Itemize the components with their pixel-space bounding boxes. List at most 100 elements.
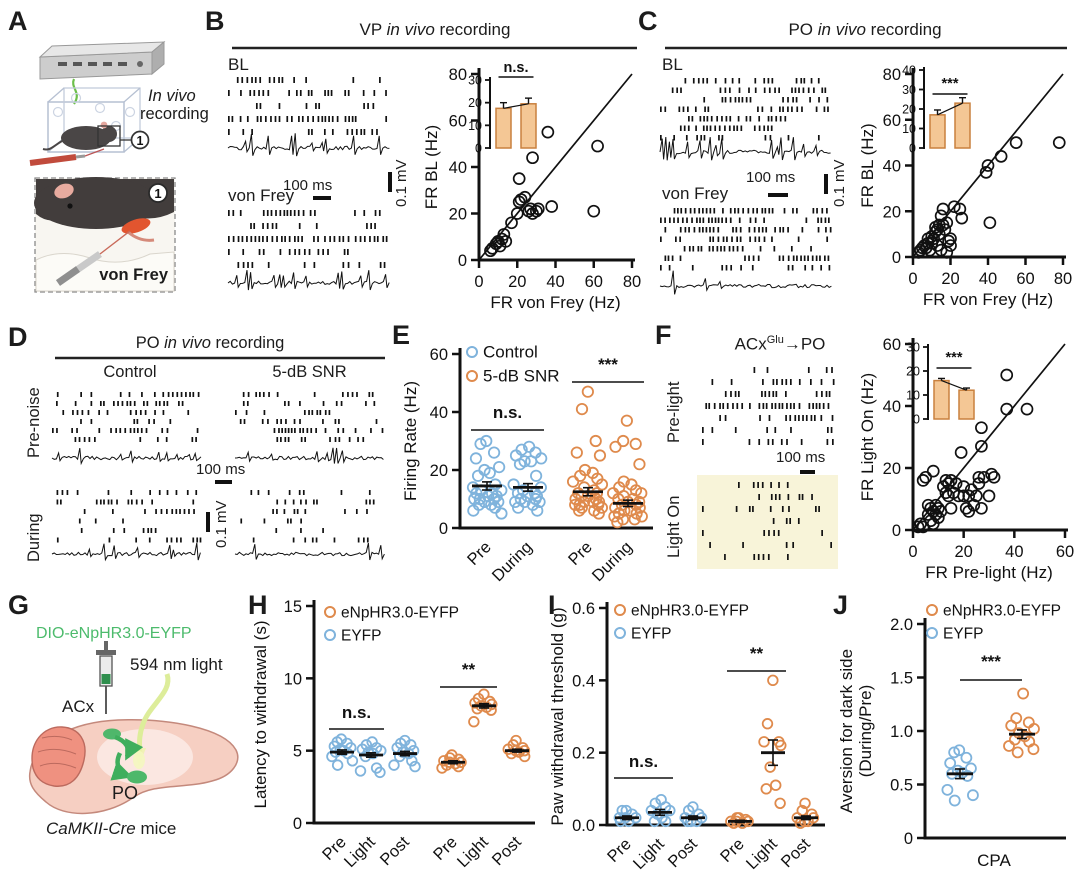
dotsE-group-2 — [566, 385, 609, 520]
data-point — [611, 516, 624, 529]
data-point — [531, 202, 545, 216]
data-point — [975, 421, 988, 435]
data-point — [975, 501, 988, 515]
data-point — [1000, 368, 1014, 382]
projection-arrow — [110, 751, 133, 781]
legend-marker — [926, 604, 938, 616]
data-point — [949, 477, 963, 490]
svg-text:80: 80 — [1054, 270, 1072, 288]
panel-label-h: H — [248, 590, 268, 620]
legend-marker — [466, 370, 478, 382]
data-point — [975, 439, 988, 453]
data-point — [770, 779, 782, 791]
data-point — [664, 804, 676, 817]
data-point — [510, 207, 524, 220]
data-point — [983, 216, 997, 230]
data-point — [592, 507, 605, 520]
data-point — [575, 402, 589, 416]
data-point — [530, 469, 543, 482]
marker-circle — [130, 130, 150, 150]
data-point — [505, 747, 518, 760]
panel-d-time-scale: 100 ms — [196, 461, 246, 478]
panel-label-j: J — [833, 590, 849, 620]
legend-marker — [466, 346, 478, 358]
panel-a-caption-line2: recording — [140, 105, 209, 123]
panel-label-b: B — [205, 6, 225, 36]
svg-text:20: 20 — [468, 96, 482, 110]
data-point — [469, 452, 483, 465]
data-point — [541, 125, 555, 139]
data-point — [628, 513, 641, 526]
panel-c-raster-top-label: BL — [662, 55, 683, 74]
svg-text:Latency to withdrawal (s): Latency to withdrawal (s) — [251, 620, 270, 808]
svg-text:0: 0 — [293, 815, 302, 833]
svg-text:10: 10 — [468, 119, 482, 133]
data-point — [938, 223, 952, 236]
panel-label-a: A — [8, 6, 28, 36]
svg-text:Aversion for dark side: Aversion for dark side — [837, 649, 856, 813]
svg-text:40: 40 — [1005, 543, 1023, 561]
data-point — [1003, 740, 1015, 752]
svg-text:0: 0 — [892, 249, 901, 267]
svg-text:40: 40 — [449, 159, 467, 177]
data-point — [961, 770, 974, 782]
panel-label-c: C — [638, 6, 658, 36]
scatterF: 0 20 40 60 0 20 40 60 FR Light On (Hz) FR Pre-lig… — [858, 336, 1074, 582]
mouse-ear — [54, 183, 74, 199]
panel-c-raster-bottom-label: von Frey — [662, 184, 729, 203]
svg-text:15: 15 — [284, 598, 302, 616]
panel-d-title-pre: PO — [135, 334, 165, 352]
inset-significance: n.s. — [504, 60, 529, 76]
panel-c-rasters — [659, 78, 832, 295]
dotsI-group-4 — [758, 674, 787, 810]
x-tick-label: During — [589, 538, 636, 585]
panel-f-rasters — [697, 367, 838, 569]
panel-a-inset-label: von Frey — [99, 266, 168, 284]
data-point — [764, 761, 776, 773]
data-point — [492, 495, 505, 508]
data-point — [609, 440, 622, 453]
panel-b-raster-bottom-label: von Frey — [228, 186, 295, 205]
panel-c-volt-scale: 0.1 mV — [831, 159, 848, 207]
data-point — [346, 755, 359, 767]
panel-c-title-post: recording — [865, 20, 942, 39]
x-tick-label: Light — [630, 835, 668, 873]
panel-g-light-label: 594 nm light — [130, 655, 223, 674]
data-point — [518, 190, 532, 204]
scatterC-points — [912, 136, 1066, 259]
data-point — [505, 216, 518, 230]
panel-g-po-label: PO — [112, 783, 139, 803]
x-tick-label: Pre — [565, 538, 596, 569]
data-point — [645, 804, 658, 817]
data-point — [1028, 722, 1040, 735]
data-point — [512, 501, 525, 514]
svg-text:FR Light On (Hz): FR Light On (Hz) — [858, 373, 877, 501]
significance-label: n.s. — [342, 703, 371, 722]
svg-text:FR von Frey (Hz): FR von Frey (Hz) — [923, 290, 1053, 309]
data-point — [953, 202, 967, 216]
data-point — [967, 789, 979, 802]
panel-label-i: I — [548, 590, 556, 620]
data-point — [994, 150, 1008, 163]
data-point — [977, 470, 991, 484]
legend-label: EYFP — [631, 626, 671, 643]
data-point — [513, 458, 527, 471]
inset-bar — [933, 379, 950, 420]
data-point — [948, 794, 961, 807]
data-point — [497, 228, 511, 241]
panel-d-rasters — [51, 392, 385, 562]
svg-text:0.2: 0.2 — [572, 745, 595, 763]
projection-arrow — [114, 734, 144, 761]
data-point — [985, 467, 998, 481]
legend-label: eNpHR3.0-EYFP — [943, 603, 1061, 620]
svg-text:FR Pre-light (Hz): FR Pre-light (Hz) — [925, 563, 1053, 582]
significance-label: n.s. — [493, 403, 522, 422]
legend-label: 5-dB SNR — [483, 367, 560, 386]
svg-text:60: 60 — [883, 112, 901, 130]
legend-marker — [324, 629, 336, 641]
svg-text:40: 40 — [902, 64, 916, 78]
inset-bar — [929, 114, 946, 149]
svg-text:0: 0 — [913, 413, 920, 427]
panel-d-col2-label: 5-dB SNR — [272, 363, 347, 381]
